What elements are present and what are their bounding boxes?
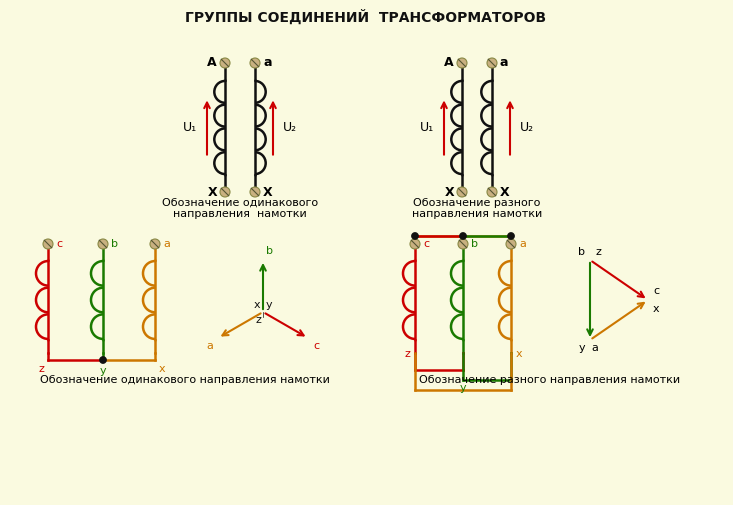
Text: y: y	[460, 383, 466, 393]
Circle shape	[487, 58, 497, 68]
Text: b: b	[578, 247, 585, 257]
Text: a: a	[519, 239, 526, 249]
Circle shape	[487, 187, 497, 197]
Text: A: A	[207, 57, 217, 70]
Circle shape	[507, 232, 515, 239]
Text: y: y	[578, 343, 585, 353]
Text: x: x	[159, 364, 166, 374]
Text: y: y	[100, 366, 106, 376]
Text: X: X	[263, 185, 273, 198]
Circle shape	[411, 232, 419, 239]
Text: a: a	[163, 239, 170, 249]
Text: c: c	[313, 341, 319, 351]
Text: b: b	[266, 246, 273, 256]
Text: z: z	[255, 315, 261, 325]
Text: x: x	[653, 304, 660, 314]
Text: Обозначение одинакового: Обозначение одинакового	[162, 198, 318, 208]
Text: Обозначение разного: Обозначение разного	[413, 198, 541, 208]
Circle shape	[410, 239, 420, 249]
Circle shape	[458, 239, 468, 249]
Text: b: b	[471, 239, 478, 249]
Circle shape	[98, 239, 108, 249]
Text: A: A	[444, 57, 454, 70]
Text: c: c	[653, 286, 659, 296]
Circle shape	[150, 239, 160, 249]
Text: z: z	[404, 349, 410, 359]
Text: x: x	[254, 300, 260, 310]
Text: X: X	[500, 185, 509, 198]
Text: X: X	[444, 185, 454, 198]
Text: b: b	[111, 239, 118, 249]
Circle shape	[220, 58, 230, 68]
Text: U₂: U₂	[520, 121, 534, 134]
Text: a: a	[500, 57, 509, 70]
Text: c: c	[56, 239, 62, 249]
Text: ГРУППЫ СОЕДИНЕНИЙ  ТРАНСФОРМАТОРОВ: ГРУППЫ СОЕДИНЕНИЙ ТРАНСФОРМАТОРОВ	[185, 10, 547, 25]
Circle shape	[250, 58, 260, 68]
Text: U₂: U₂	[283, 121, 297, 134]
Text: y: y	[266, 300, 273, 310]
Circle shape	[100, 357, 106, 364]
Text: X: X	[207, 185, 217, 198]
Text: x: x	[516, 349, 523, 359]
Text: a: a	[206, 341, 213, 351]
Text: a: a	[263, 57, 271, 70]
Circle shape	[460, 232, 466, 239]
Circle shape	[457, 187, 467, 197]
Text: a: a	[591, 343, 598, 353]
Text: z: z	[595, 247, 601, 257]
Circle shape	[43, 239, 53, 249]
Text: направления  намотки: направления намотки	[173, 209, 307, 219]
Circle shape	[250, 187, 260, 197]
Text: U₁: U₁	[183, 121, 197, 134]
Circle shape	[457, 58, 467, 68]
Text: Обозначение одинакового направления намотки: Обозначение одинакового направления намо…	[40, 375, 330, 385]
Circle shape	[506, 239, 516, 249]
Text: c: c	[423, 239, 429, 249]
Text: U₁: U₁	[420, 121, 434, 134]
Text: Обозначение разного направления намотки: Обозначение разного направления намотки	[419, 375, 680, 385]
Text: направления намотки: направления намотки	[412, 209, 542, 219]
Text: z: z	[38, 364, 44, 374]
Circle shape	[220, 187, 230, 197]
